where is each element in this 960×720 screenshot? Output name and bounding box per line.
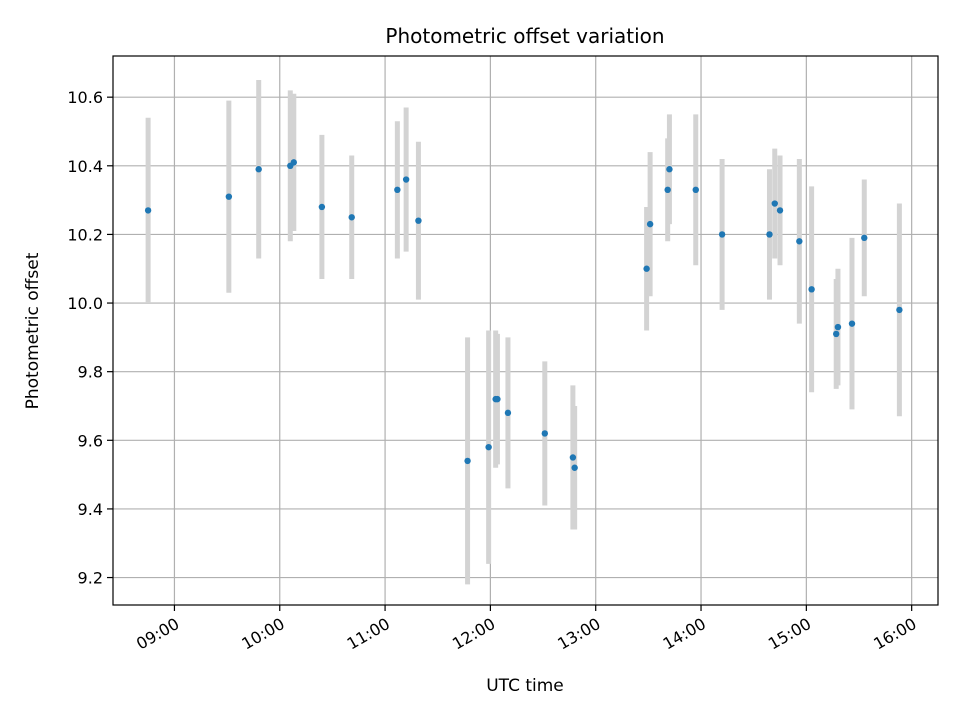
x-tick-label: 15:00	[765, 614, 814, 654]
data-point	[643, 265, 650, 272]
x-tick-label: 16:00	[870, 614, 919, 654]
data-point	[808, 286, 815, 293]
data-point	[666, 166, 673, 173]
data-point	[464, 457, 471, 465]
y-tick-label: 10.6	[67, 88, 103, 107]
data-point	[771, 200, 778, 207]
x-axis-ticks: 09:00 10:00 11:00 12:00 13:00 14:00 15:00 16:00	[133, 605, 920, 654]
data-point	[290, 159, 297, 166]
data-point	[776, 207, 784, 214]
data-point	[504, 409, 512, 417]
data-point	[318, 203, 326, 211]
data-point	[832, 330, 840, 338]
data-point	[255, 166, 262, 173]
y-axis-label: Photometric offset	[23, 252, 43, 409]
data-point	[861, 234, 868, 242]
data-point	[664, 186, 671, 194]
data-point	[569, 454, 577, 461]
y-tick-label: 10.0	[67, 294, 103, 313]
data-point	[494, 395, 501, 403]
data-point	[225, 193, 233, 200]
data-point	[541, 430, 549, 437]
data-point	[571, 464, 578, 471]
grid	[113, 56, 938, 605]
y-tick-label: 9.4	[78, 500, 103, 519]
y-tick-label: 9.6	[78, 431, 103, 450]
chart-title: Photometric offset variation	[385, 24, 664, 48]
x-tick-label: 10:00	[238, 614, 287, 654]
data-point	[348, 214, 355, 221]
x-tick-label: 09:00	[133, 614, 182, 654]
y-tick-label: 10.2	[67, 225, 103, 244]
x-tick-label: 13:00	[554, 614, 603, 654]
data-point	[415, 217, 422, 224]
plot-frame	[112, 55, 939, 606]
y-tick-label: 10.4	[67, 157, 103, 176]
data-point	[394, 186, 401, 194]
data-point	[718, 231, 726, 238]
x-axis-label: UTC time	[486, 676, 564, 696]
x-tick-label: 14:00	[660, 614, 709, 654]
y-tick-label: 9.8	[78, 363, 103, 382]
data-point	[646, 220, 654, 228]
data-point	[144, 207, 152, 214]
data-point	[896, 306, 903, 314]
data-point	[834, 323, 842, 331]
data-point	[796, 238, 803, 245]
y-axis-ticks: 9.2 9.4 9.6 9.8 10.0 10.2 10.4 10.6	[67, 88, 113, 588]
data-point	[402, 176, 410, 183]
data-point	[848, 320, 856, 327]
data-point	[485, 443, 492, 451]
x-tick-label: 12:00	[449, 614, 498, 654]
data-point	[766, 231, 773, 238]
data-points	[144, 159, 903, 471]
x-tick-label: 11:00	[344, 614, 393, 654]
data-point	[692, 186, 699, 194]
y-tick-label: 9.2	[78, 569, 103, 588]
